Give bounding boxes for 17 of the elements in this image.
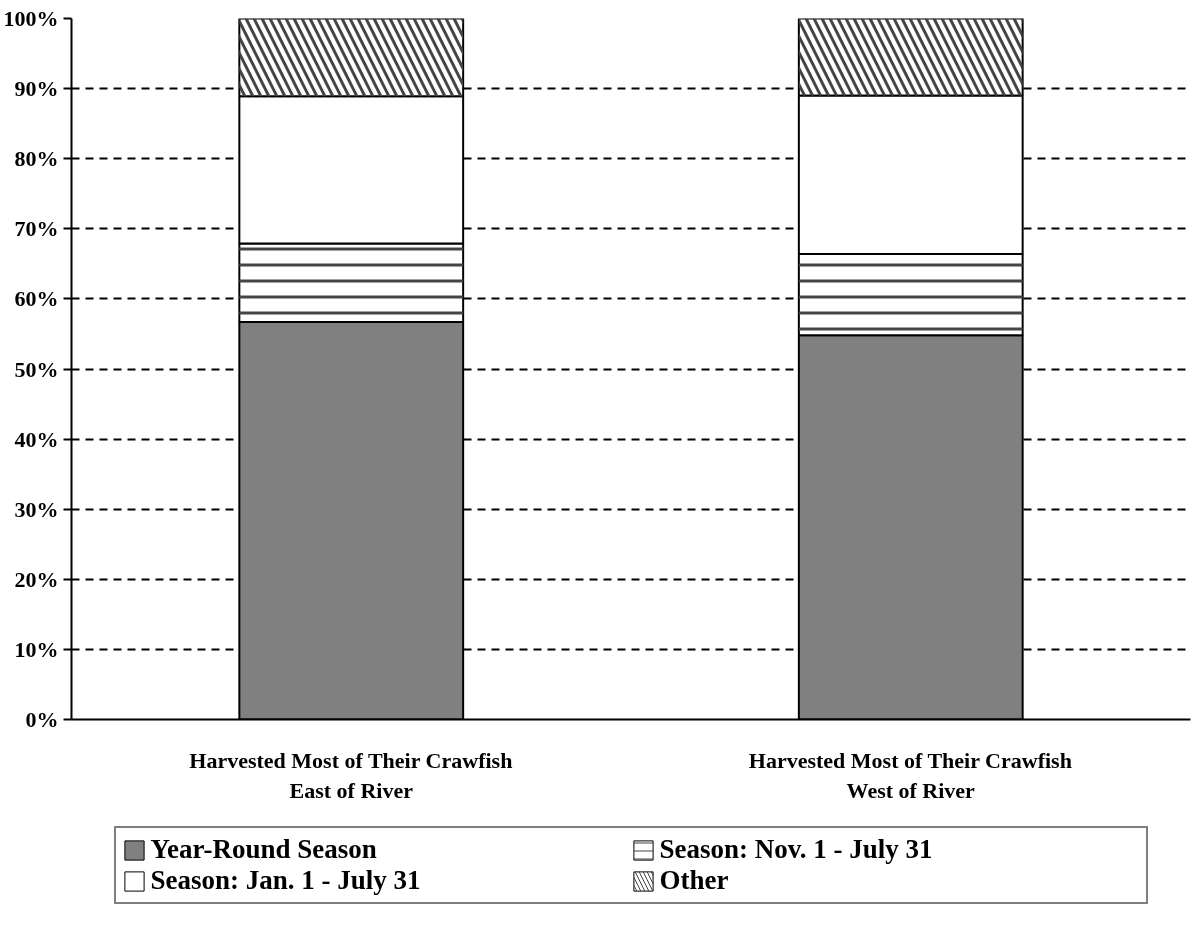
y-tick-label: 80% xyxy=(14,146,59,172)
y-tick-label: 10% xyxy=(14,636,59,662)
legend-label: Year-Round Season xyxy=(150,834,378,865)
legend-label: Other xyxy=(659,865,730,896)
y-tick-label: 40% xyxy=(14,426,59,452)
y-tick-label: 70% xyxy=(14,216,59,242)
y-tick-label: 60% xyxy=(14,286,59,312)
y-tick-label: 20% xyxy=(14,566,59,592)
y-tick-label: 90% xyxy=(14,76,59,102)
x-tick-label: Harvested Most of Their Crawfish West of River xyxy=(748,747,1072,803)
legend-label: Season: Jan. 1 - July 31 xyxy=(150,865,422,896)
y-tick-label: 100% xyxy=(3,6,59,31)
y-tick-label: 0% xyxy=(25,707,59,732)
legend-label: Season: Nov. 1 - July 31 xyxy=(659,834,934,865)
y-tick-label: 50% xyxy=(14,356,59,382)
y-tick-label: 30% xyxy=(14,496,59,522)
x-tick-label: Harvested Most of Their Crawfish East of River xyxy=(189,747,513,803)
